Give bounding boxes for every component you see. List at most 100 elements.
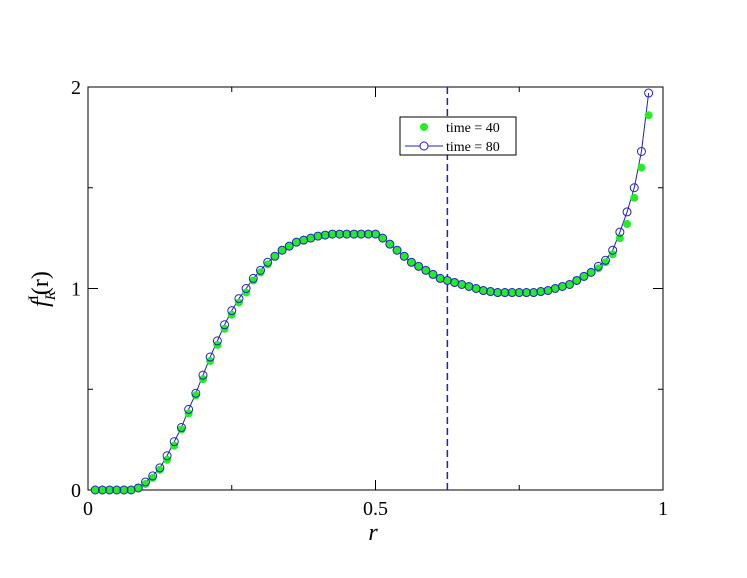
- point-time-40: [249, 276, 258, 285]
- point-time-40: [479, 286, 488, 295]
- point-time-80: [327, 229, 337, 239]
- point-time-80: [356, 229, 366, 239]
- point-time-40: [536, 287, 545, 296]
- point-time-40: [306, 234, 315, 243]
- point-time-80: [313, 231, 323, 241]
- point-time-40: [515, 288, 524, 297]
- point-time-80: [97, 485, 107, 495]
- point-time-40: [464, 282, 473, 291]
- point-time-80: [335, 229, 345, 239]
- point-time-80: [277, 245, 287, 255]
- x-tick-label: 0.5: [363, 498, 388, 520]
- point-time-80: [385, 239, 395, 249]
- y-tick-label: 1: [71, 279, 81, 301]
- point-time-40: [155, 465, 164, 474]
- point-time-40: [91, 486, 100, 494]
- point-time-80: [608, 245, 618, 255]
- x-axis-label: r: [368, 520, 378, 546]
- point-time-80: [184, 404, 194, 414]
- point-time-40: [630, 193, 639, 202]
- point-time-40: [472, 284, 481, 293]
- plot-frame: [87, 86, 664, 491]
- point-time-40: [191, 391, 200, 400]
- point-time-80: [363, 229, 373, 239]
- point-time-80: [212, 336, 222, 346]
- point-time-80: [284, 241, 294, 251]
- point-time-40: [177, 425, 186, 434]
- point-time-40: [364, 230, 373, 239]
- point-time-80: [220, 320, 230, 330]
- point-time-40: [278, 246, 287, 255]
- point-time-40: [119, 486, 128, 494]
- point-time-80: [241, 284, 251, 293]
- data-series: [90, 88, 654, 495]
- point-time-80: [500, 288, 510, 298]
- point-time-80: [248, 273, 258, 283]
- point-time-80: [155, 463, 165, 473]
- svg-text:fRI(r): fRI(r): [26, 271, 59, 307]
- point-time-40: [551, 284, 560, 293]
- point-time-80: [478, 286, 488, 296]
- point-time-40: [105, 486, 114, 494]
- point-time-80: [205, 352, 215, 362]
- point-time-40: [393, 246, 402, 255]
- point-time-80: [565, 279, 575, 289]
- point-time-80: [644, 88, 654, 98]
- point-time-80: [507, 288, 517, 298]
- point-time-40: [263, 260, 272, 269]
- point-time-80: [270, 251, 280, 261]
- point-time-80: [622, 207, 632, 217]
- legend-marker-time-40: [420, 123, 428, 131]
- legend-label-time-40: time = 40: [446, 121, 500, 136]
- point-time-40: [529, 288, 538, 297]
- point-time-80: [414, 261, 424, 271]
- point-time-40: [378, 234, 387, 243]
- y-tick-label: 2: [71, 77, 81, 99]
- point-time-80: [169, 437, 179, 447]
- point-time-80: [378, 233, 388, 243]
- point-time-40: [98, 486, 107, 494]
- point-time-80: [629, 183, 639, 193]
- point-time-40: [292, 238, 301, 247]
- point-time-40: [371, 230, 380, 239]
- point-time-40: [457, 280, 466, 289]
- point-time-80: [191, 388, 201, 398]
- y-tick-label: 0: [71, 480, 81, 502]
- point-time-40: [450, 278, 459, 287]
- point-time-40: [429, 270, 437, 279]
- point-time-80: [572, 275, 582, 285]
- point-time-40: [349, 230, 358, 239]
- point-time-40: [436, 274, 445, 283]
- point-time-40: [443, 276, 452, 285]
- point-time-80: [486, 287, 495, 297]
- point-time-40: [148, 473, 157, 482]
- point-time-40: [579, 272, 588, 281]
- point-time-80: [421, 265, 431, 275]
- point-time-80: [371, 229, 380, 239]
- axis-ticks: [87, 86, 664, 491]
- point-time-80: [133, 483, 143, 493]
- legend-label-time-80: time = 80: [446, 140, 500, 155]
- tick-labels: 0 0.5 1 0 1 2: [71, 77, 668, 520]
- point-time-80: [320, 230, 330, 240]
- point-time-40: [256, 268, 265, 277]
- point-time-80: [593, 261, 603, 271]
- point-time-40: [285, 242, 294, 251]
- point-time-80: [234, 294, 244, 304]
- point-time-80: [148, 471, 158, 481]
- point-time-80: [392, 245, 402, 255]
- point-time-40: [335, 230, 344, 239]
- point-time-80: [521, 288, 531, 298]
- point-time-40: [342, 230, 351, 239]
- point-time-80: [176, 423, 186, 433]
- point-time-40: [544, 286, 552, 295]
- legend-marker-time-80: [419, 141, 429, 151]
- point-time-80: [119, 485, 129, 495]
- point-time-80: [536, 287, 546, 297]
- legend-box: [399, 116, 517, 156]
- legend: time = 40 time = 80: [399, 116, 517, 156]
- point-time-80: [514, 288, 524, 298]
- point-time-40: [357, 230, 366, 239]
- point-time-80: [198, 370, 208, 380]
- point-time-80: [615, 227, 625, 237]
